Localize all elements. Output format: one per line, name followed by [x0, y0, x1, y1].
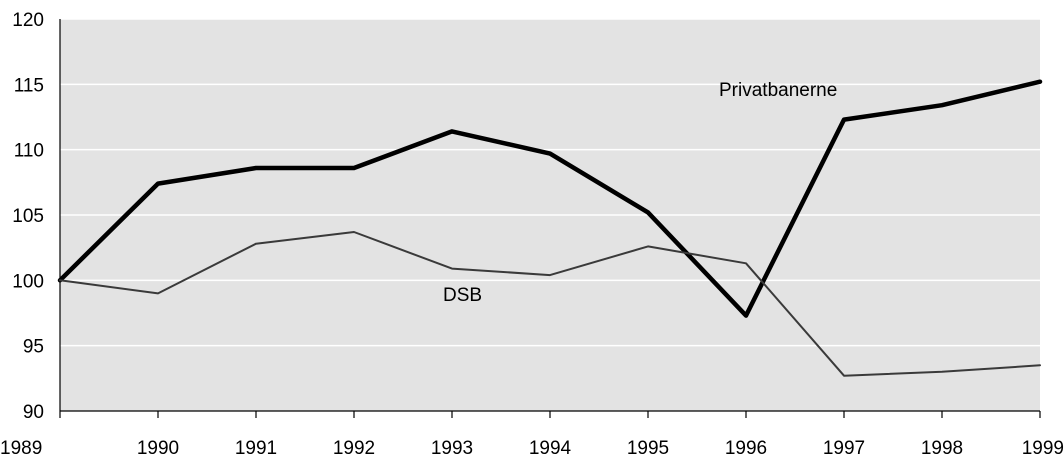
y-tick-label-105: 105	[12, 206, 44, 227]
x-tick-label-1989: 1989	[0, 438, 42, 459]
x-axis-tick-labels: 1989 1990 1991 1992 1993 1994 1995 1996 1997 1998…	[0, 438, 1064, 459]
x-tick-label-1993: 1993	[431, 438, 473, 459]
x-tick-label-1992: 1992	[333, 438, 375, 459]
x-tick-label-1994: 1994	[529, 438, 572, 459]
x-tick-label-1997: 1997	[823, 438, 865, 459]
x-tick-label-1990: 1990	[137, 438, 179, 459]
x-tick-label-1996: 1996	[725, 438, 767, 459]
x-tick-label-1991: 1991	[235, 438, 277, 459]
series-line-dsb	[59, 231, 1041, 377]
y-tick-label-100: 100	[12, 271, 44, 292]
y-tick-label-120: 120	[12, 10, 44, 31]
series-lines	[57, 79, 1043, 377]
y-tick-label-95: 95	[23, 337, 44, 358]
y-tick-label-115: 115	[14, 75, 44, 96]
series-label-dsb: DSB	[443, 285, 482, 306]
series-line-privatbanerne	[57, 79, 1043, 318]
y-axis-tick-labels: 90 95 100 105 110 115 120	[12, 10, 44, 423]
series-label-privatbanerne: Privatbanerne	[719, 80, 837, 101]
y-tick-label-110: 110	[14, 141, 44, 162]
x-tick-label-1995: 1995	[627, 438, 669, 459]
gridlines	[60, 18, 1040, 347]
x-tick-label-1999: 1999	[1022, 438, 1064, 459]
y-tick-label-90: 90	[23, 402, 44, 423]
x-tick-label-1998: 1998	[921, 438, 963, 459]
axes	[59, 19, 1041, 418]
